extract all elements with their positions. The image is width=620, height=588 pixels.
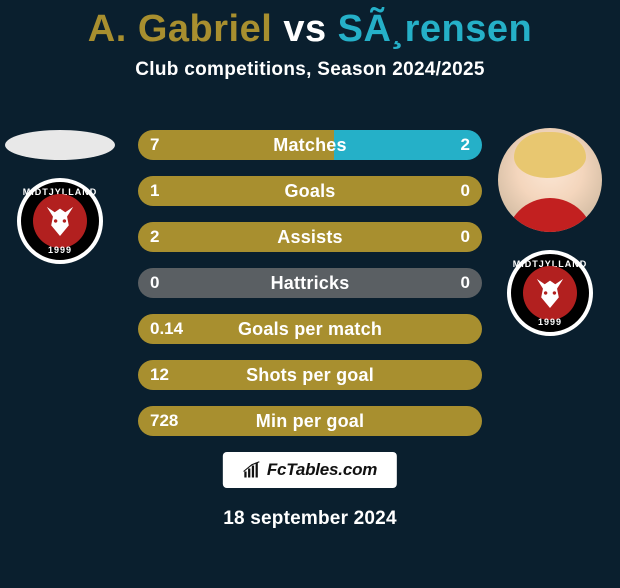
- stat-value-left: 0.14: [150, 314, 183, 344]
- player1-name: A. Gabriel: [88, 8, 273, 50]
- club-year: 1999: [538, 317, 562, 327]
- stat-row: Goals1 0: [138, 176, 482, 206]
- stat-value-left: 7: [150, 130, 159, 160]
- wolf-icon: [528, 271, 572, 315]
- stat-value-right: 0: [461, 268, 470, 298]
- stat-value-left: 728: [150, 406, 178, 436]
- stat-label: Matches: [138, 130, 482, 160]
- player1-avatar: [5, 130, 115, 160]
- player1-club-badge: MIDTJYLLAND 1999: [17, 178, 103, 264]
- player2-club-badge: MIDTJYLLAND 1999: [507, 250, 593, 336]
- stat-value-left: 12: [150, 360, 169, 390]
- right-column: MIDTJYLLAND 1999: [490, 128, 610, 336]
- stat-value-left: 1: [150, 176, 159, 206]
- subtitle: Club competitions, Season 2024/2025: [0, 59, 620, 81]
- comparison-bars: Matches72Goals10Assists20Hattricks00Goal…: [138, 130, 482, 452]
- stat-row: Matches7 2: [138, 130, 482, 160]
- fctables-label: FcTables.com: [267, 460, 377, 480]
- stat-value-right: 0: [461, 222, 470, 252]
- left-column: MIDTJYLLAND 1999: [0, 128, 120, 264]
- player2-avatar: [498, 128, 602, 232]
- stat-label: Min per goal: [138, 406, 482, 436]
- stat-label: Goals: [138, 176, 482, 206]
- stat-label: Goals per match: [138, 314, 482, 344]
- stat-label: Shots per goal: [138, 360, 482, 390]
- bar-chart-icon: [243, 461, 261, 479]
- stat-row: Min per goal728: [138, 406, 482, 436]
- stat-row: Hattricks0 0: [138, 268, 482, 298]
- fctables-badge[interactable]: FcTables.com: [223, 452, 397, 488]
- stat-row: Assists2 0: [138, 222, 482, 252]
- player2-name: SÃ¸rensen: [338, 8, 533, 50]
- stat-row: Shots per goal12: [138, 360, 482, 390]
- stat-label: Hattricks: [138, 268, 482, 298]
- page-title: A. Gabriel vs SÃ¸rensen: [0, 8, 620, 51]
- stat-label: Assists: [138, 222, 482, 252]
- vs-separator: vs: [272, 8, 337, 50]
- club-year: 1999: [48, 245, 72, 255]
- wolf-icon: [38, 199, 82, 243]
- stat-value-right: 2: [461, 130, 470, 160]
- stat-value-right: 0: [461, 176, 470, 206]
- stat-value-left: 2: [150, 222, 159, 252]
- date: 18 september 2024: [0, 508, 620, 530]
- stat-row: Goals per match0.14: [138, 314, 482, 344]
- stat-value-left: 0: [150, 268, 159, 298]
